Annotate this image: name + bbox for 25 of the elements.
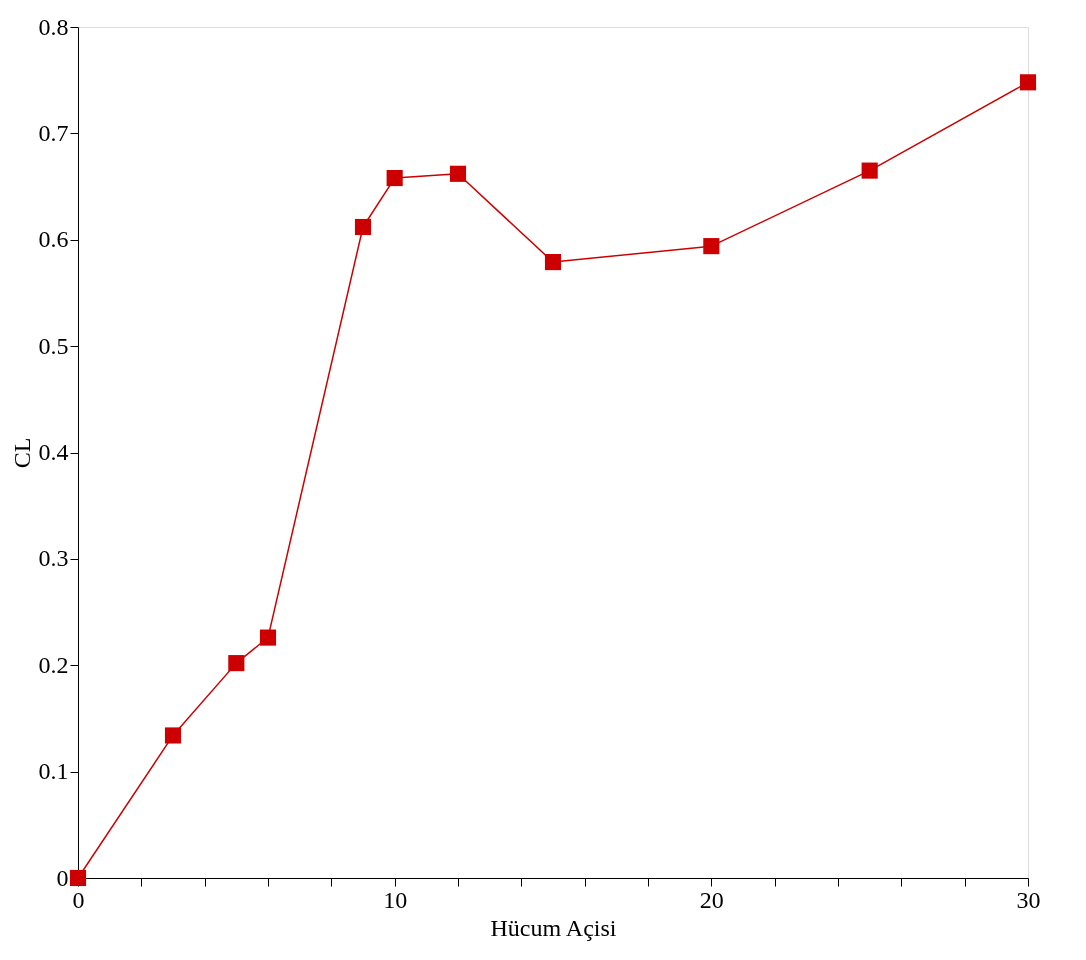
point [861, 162, 878, 179]
point [228, 655, 245, 672]
point [544, 254, 562, 271]
y-axis-title: CL [8, 437, 35, 469]
point [449, 165, 467, 182]
point [1019, 74, 1037, 91]
point [259, 629, 277, 646]
y-tick-label: 0.5 [38, 332, 69, 359]
x-tick-label: 10 [383, 886, 408, 913]
y-tick-label: 0.4 [38, 439, 69, 465]
x-tick-label: 30 [1016, 886, 1041, 913]
x-axis-title: Hücum Açisi [490, 914, 617, 941]
y-tick-label: 0 [56, 864, 69, 891]
point [386, 169, 403, 187]
y-tick-label: 0.6 [38, 226, 69, 253]
y-tick-label: 0.1 [38, 758, 69, 785]
point [354, 218, 372, 236]
point [703, 238, 720, 255]
y-tick-label: 0.8 [38, 13, 69, 40]
y-tick-label: 0.3 [38, 545, 69, 572]
y-tick-label: 0.7 [38, 119, 69, 146]
point [164, 727, 182, 744]
point [69, 869, 87, 887]
y-tick-label: 0.2 [38, 651, 69, 678]
x-tick-label: 20 [699, 886, 724, 913]
